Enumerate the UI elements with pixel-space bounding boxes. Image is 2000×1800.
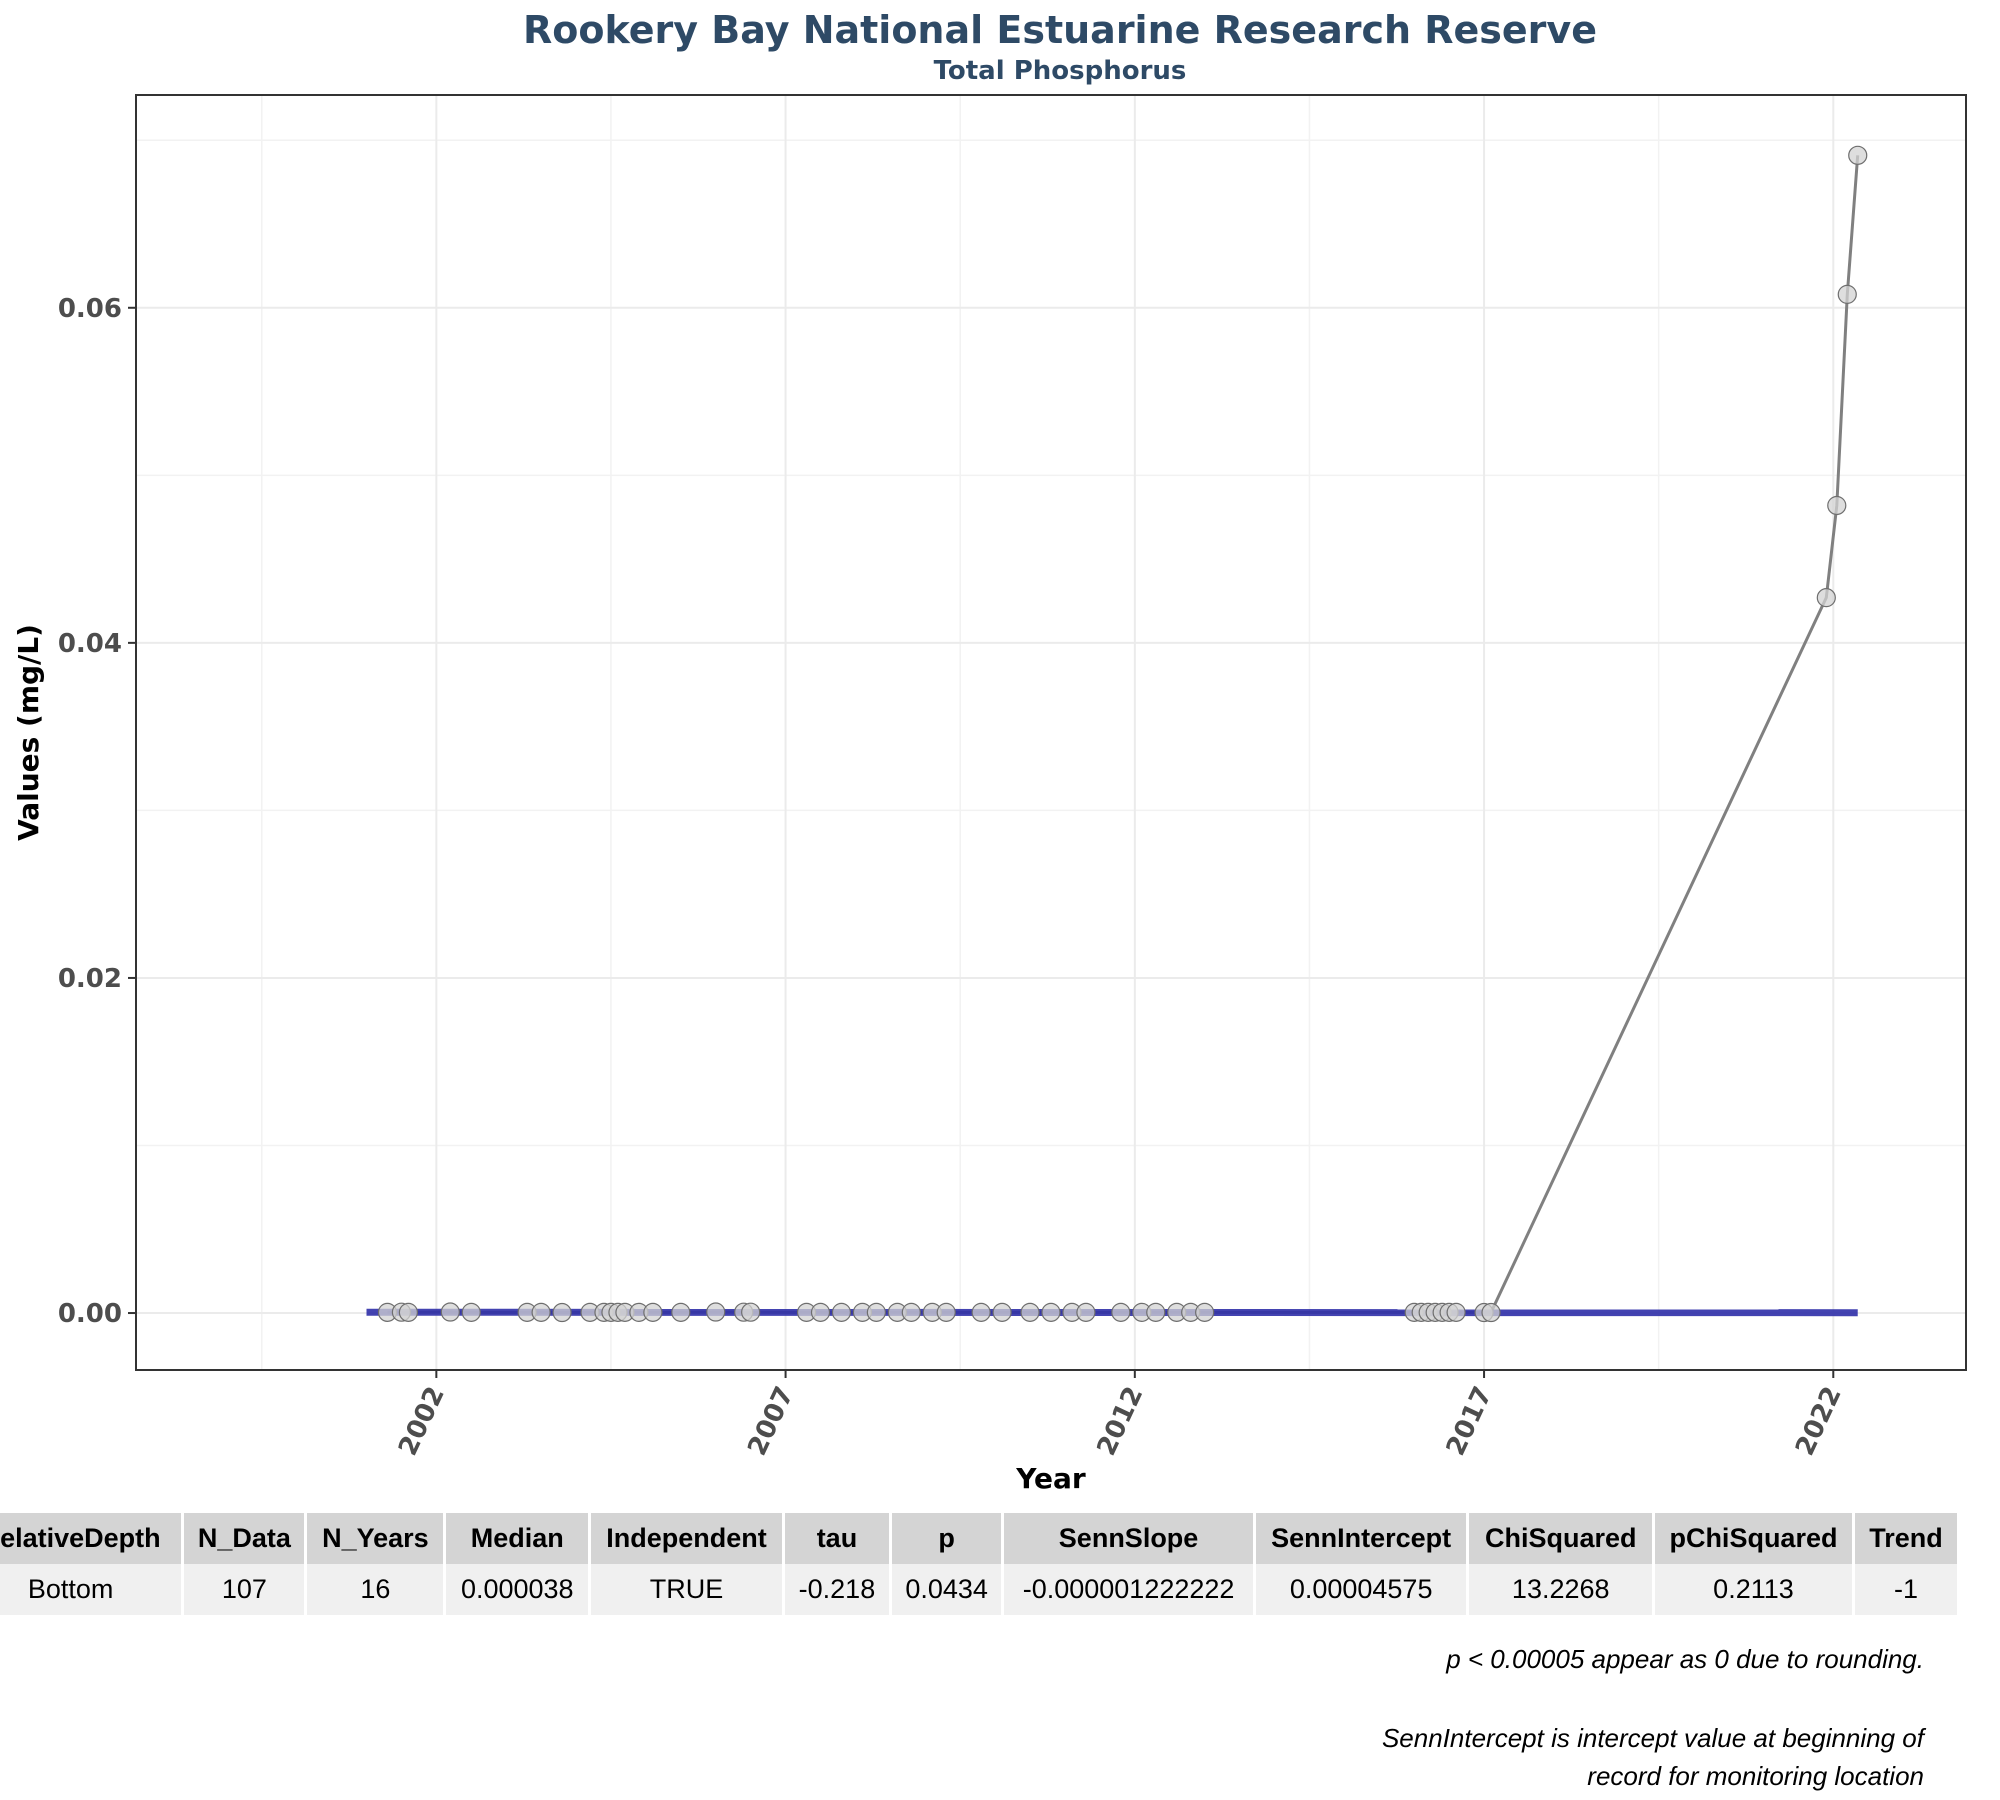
data-point — [741, 1302, 761, 1322]
table-cell-independent: TRUE — [589, 1564, 785, 1615]
data-point — [461, 1302, 481, 1322]
data-point — [1020, 1302, 1040, 1322]
table-header-p: p — [890, 1513, 1005, 1564]
table-cell-median: 0.000038 — [444, 1564, 592, 1615]
data-point — [936, 1302, 956, 1322]
chart-area: 0.00 0.02 0.04 0.06 2002 2007 2012 2017 2022 Year… — [12, 94, 1967, 1495]
data-point — [440, 1302, 460, 1322]
data-point — [552, 1302, 572, 1323]
data-point — [1111, 1302, 1131, 1322]
data-point — [1848, 145, 1868, 165]
data-point — [1481, 1302, 1501, 1323]
y-tick-label: 0.06 — [58, 294, 122, 324]
table-cell-relativedepth: Bottom — [0, 1564, 185, 1615]
data-point — [1146, 1302, 1166, 1322]
table-header-n-data: N_Data — [182, 1513, 308, 1564]
table-header-pchisquared: pChiSquared — [1653, 1513, 1855, 1564]
table-header-chisquared: ChiSquared — [1467, 1513, 1655, 1564]
table-cell-p: 0.0434 — [890, 1564, 1005, 1615]
data-point — [992, 1302, 1012, 1322]
table-cell-sennslope: -0.000001222222 — [1002, 1564, 1256, 1615]
data-point — [810, 1302, 831, 1322]
table-cell-tau: -0.218 — [783, 1564, 893, 1615]
data-point — [1816, 588, 1836, 608]
y-tick-label: 0.04 — [58, 629, 122, 659]
data-point — [671, 1302, 691, 1322]
intercept-note-line-1: SennIntercept is intercept value at begi… — [1381, 1723, 1924, 1753]
data-point — [831, 1302, 852, 1322]
data-point — [1446, 1302, 1466, 1322]
table-cell-pchisquared: 0.2113 — [1653, 1564, 1855, 1615]
data-point — [1195, 1302, 1215, 1322]
data-point — [1041, 1302, 1061, 1322]
data-point — [531, 1302, 551, 1322]
x-tick-label: 2007 — [742, 1382, 800, 1460]
data-point — [901, 1302, 921, 1322]
data-point — [1076, 1302, 1096, 1322]
data-point — [866, 1302, 886, 1322]
table-header-sennslope: SennSlope — [1002, 1513, 1256, 1564]
table-header-sennintercept: SennIntercept — [1254, 1513, 1470, 1564]
plot-panel-border — [135, 94, 1967, 1371]
x-tick-label: 2022 — [1790, 1382, 1848, 1460]
y-axis-title: Values (mg/L) — [12, 624, 45, 841]
table-cell-sennintercept: 0.00004575 — [1254, 1564, 1470, 1615]
data-point — [398, 1302, 419, 1322]
chart-subtitle: Total Phosphorus — [933, 56, 1187, 86]
table-cell-n-data: 107 — [182, 1564, 308, 1615]
y-tick-label: 0.02 — [58, 964, 122, 994]
x-axis-title: Year — [1015, 1462, 1086, 1495]
table-cell-trend: -1 — [1853, 1564, 1961, 1615]
table-header-tau: tau — [783, 1513, 893, 1564]
data-point — [643, 1302, 663, 1322]
table-cell-n-years: 16 — [305, 1564, 447, 1615]
table-header-median: Median — [444, 1513, 592, 1564]
data-point — [1827, 495, 1847, 516]
table-header-independent: Independent — [589, 1513, 785, 1564]
table-header-n-years: N_Years — [305, 1513, 447, 1564]
x-tick-label: 2002 — [393, 1382, 451, 1460]
x-tick-label: 2017 — [1441, 1382, 1499, 1460]
table-header-row: RelativeDepthN_DataN_YearsMedianIndepend… — [0, 1513, 1961, 1564]
data-point — [1837, 284, 1857, 304]
table-header-trend: Trend — [1853, 1513, 1961, 1564]
y-tick-label: 0.00 — [58, 1299, 122, 1329]
x-tick-label: 2012 — [1092, 1382, 1150, 1460]
data-point — [706, 1302, 726, 1322]
table-cell-chisquared: 13.2268 — [1467, 1564, 1655, 1615]
data-point — [971, 1302, 991, 1322]
rounding-note: p < 0.00005 appear as 0 due to rounding. — [1446, 1644, 1924, 1674]
statistics-table: RelativeDepthN_DataN_YearsMedianIndepend… — [0, 1513, 1961, 1615]
data-series-line — [387, 155, 1860, 1315]
table-row: Bottom 107 16 0.000038 TRUE -0.218 0.0434 -0.00… — [0, 1564, 1961, 1615]
chart-title: Rookery Bay National Estuarine Research … — [523, 8, 1597, 52]
table-header-relativedepth: RelativeDepth — [0, 1513, 185, 1564]
intercept-note-line-2: record for monitoring location — [1587, 1761, 1924, 1791]
